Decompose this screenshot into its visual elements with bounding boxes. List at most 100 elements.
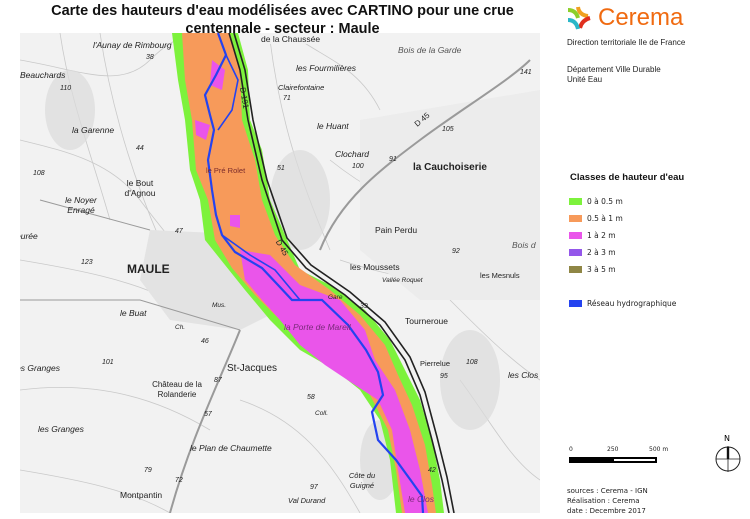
departement-text: Département Ville Durable (567, 65, 661, 74)
elevation-label: 58 (307, 394, 315, 401)
cerema-logo-icon (567, 6, 591, 30)
place-label: Coll. (315, 410, 329, 417)
map-svg (20, 33, 540, 513)
legend-item-0-0.5m: 0 à 0.5 m (569, 197, 623, 206)
railway (228, 33, 455, 513)
scale-bar-graphic (569, 457, 657, 463)
flood-zones (172, 33, 444, 513)
place-label: Clairefontaine (278, 83, 325, 92)
legend-item-reseau: Réseau hydrographique (569, 299, 676, 308)
place-label: Mus. (212, 302, 227, 309)
road-d45 (319, 59, 531, 251)
elevation-label: 39 (360, 303, 368, 310)
realisation-text: Réalisation : Cerema (567, 497, 640, 505)
river-network (203, 33, 425, 513)
place-label: Côte du Guigné (348, 471, 376, 490)
place-label: Bois de la Garde (398, 45, 462, 55)
roads (20, 59, 531, 513)
place-label: la Porte de Mareil (284, 322, 351, 332)
place-label: Ch. (175, 324, 186, 331)
place-label: le Buat (120, 308, 147, 318)
legend-item-3-5m: 3 à 5 m (569, 265, 616, 274)
place-label: Clochard (335, 149, 370, 159)
legend-swatch (569, 249, 582, 256)
place-label: Tourneroue (405, 316, 449, 326)
date-text: date : Decembre 2017 (567, 507, 646, 515)
place-label: les Clos (508, 370, 539, 380)
place-label: les Moussets (350, 262, 400, 272)
elevation-label: 51 (277, 165, 285, 172)
place-label: le Huant (317, 121, 349, 131)
place-label: les Fourmilières (296, 63, 356, 73)
sources-text: sources : Cerema - IGN (567, 487, 648, 495)
place-label: le Pré Rolet (206, 166, 246, 175)
elevation-label: 110 (60, 85, 72, 92)
place-label: la Garenne (72, 125, 115, 135)
place-label: le Plan de Chaumette (190, 443, 272, 453)
place-label: Val Durand (288, 496, 326, 505)
place-label-de-la-chaussee: de la Chaussée (260, 34, 322, 44)
place-label: Montpantin (120, 490, 163, 500)
flood-class-1-2m (240, 250, 428, 513)
legend-label: 2 à 3 m (587, 248, 616, 257)
elevation-label: 105 (442, 126, 454, 133)
legend-label: 3 à 5 m (587, 265, 616, 274)
title-line-1: Carte des hauteurs d'eau modélisées avec… (51, 3, 514, 19)
place-label: les Granges (38, 424, 84, 434)
legend-swatch (569, 232, 582, 239)
elevation-label: 100 (352, 163, 364, 170)
legend-label: 1 à 2 m (587, 231, 616, 240)
elevation-label: 101 (102, 359, 114, 366)
elevation-label: 95 (440, 373, 448, 380)
scale-tick-label: 250 (607, 446, 619, 453)
legend-swatch (569, 266, 582, 273)
elevation-label: 108 (466, 359, 478, 366)
place-label: la Cauchoiserie (413, 162, 487, 173)
place-label: eurée (20, 231, 38, 241)
place-label: le Noyer Enragé (65, 195, 97, 215)
elevation-label: 71 (283, 95, 291, 102)
cerema-logo: Cerema (566, 4, 683, 32)
legend-swatch (569, 215, 582, 222)
place-label: Beauchards (20, 70, 66, 80)
unite-text: Unité Eau (567, 75, 603, 84)
place-label: le Clos (408, 494, 434, 504)
map-canvas[interactable]: l'Aunay de Rimbourg Beauchards la Garenn… (20, 33, 540, 513)
north-arrow-icon (715, 446, 741, 472)
place-label: Gare (328, 294, 343, 301)
north-label: N (724, 434, 730, 443)
cerema-logo-text: Cerema (598, 4, 684, 31)
place-label: St-Jacques (227, 363, 278, 374)
elevation-label: 46 (201, 338, 209, 345)
legend-item-2-3m: 2 à 3 m (569, 248, 616, 257)
scale-tick-label: 0 (569, 446, 573, 453)
elevation-label: 79 (144, 467, 152, 474)
elevation-label: 72 (175, 477, 183, 484)
elevation-label: 38 (146, 54, 154, 61)
elevation-label: 91 (389, 156, 397, 163)
elevation-label: 97 (310, 484, 318, 491)
town-label-maule: MAULE (127, 262, 170, 276)
legend-label: 0 à 0.5 m (587, 197, 623, 206)
scale-tick-label: 500 m (649, 446, 669, 453)
elevation-label: 141 (520, 69, 532, 76)
elevation-label: 87 (214, 377, 222, 384)
legend-title: Classes de hauteur d'eau (570, 172, 685, 183)
place-label: les Mesnuls (480, 271, 520, 280)
elevation-label: 47 (175, 228, 183, 235)
place-label: Pierrelue (420, 359, 451, 368)
elevation-label: 123 (81, 259, 93, 266)
legend-item-0.5-1m: 0.5 à 1 m (569, 214, 623, 223)
elevation-label: 57 (204, 411, 212, 418)
elevation-label: 42 (428, 467, 436, 474)
river-branch (217, 54, 301, 301)
direction-text: Direction territoriale Ile de France (567, 38, 686, 47)
credits: sources : Cerema - IGN Réalisation : Cer… (567, 486, 648, 516)
place-label: Château de la Rolanderie (152, 380, 202, 399)
place-label: Vallée Roquet (382, 277, 423, 284)
elevation-label: 92 (452, 248, 460, 255)
place-label: Bois d (512, 240, 536, 250)
legend-swatch (569, 198, 582, 205)
legend-label: 0.5 à 1 m (587, 214, 623, 223)
elevation-label: 44 (136, 145, 144, 152)
